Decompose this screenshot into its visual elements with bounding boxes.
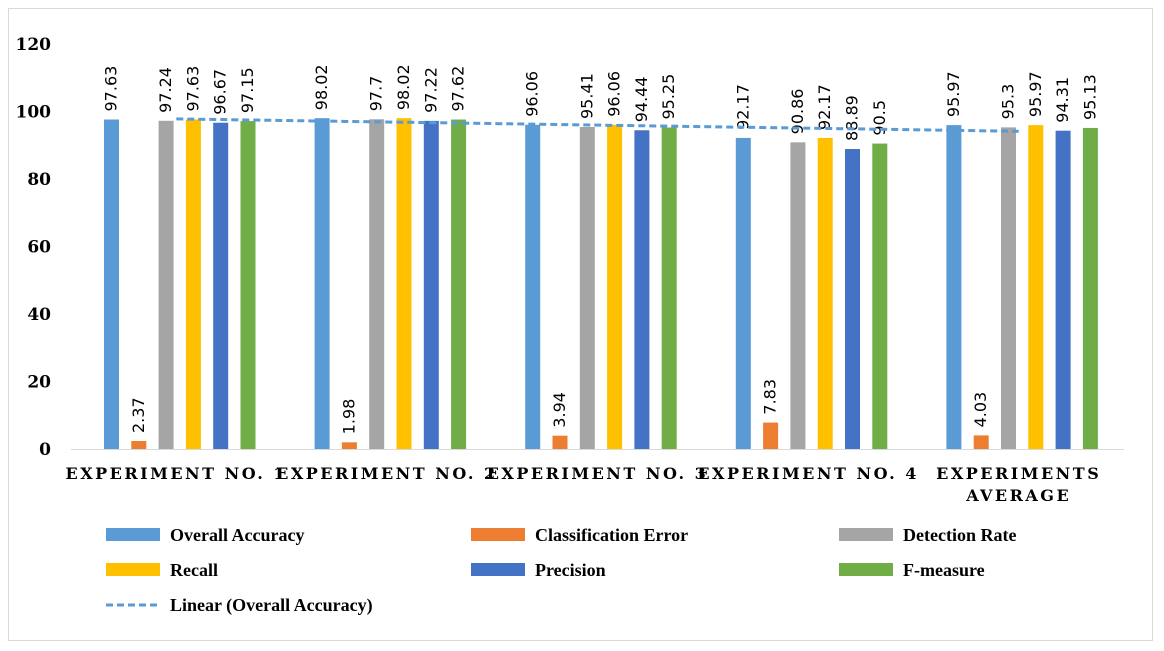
bar <box>396 118 412 450</box>
legend-label: Linear (Overall Accuracy) <box>170 595 373 616</box>
data-label: 97.62 <box>449 66 468 112</box>
bar <box>1001 127 1016 450</box>
data-label: 96.06 <box>605 71 624 117</box>
bar <box>131 441 147 449</box>
x-category-label: EXPERIMENT NO. 4 <box>697 464 919 483</box>
legend-swatch <box>106 563 160 576</box>
legend-swatch <box>106 528 160 541</box>
bar <box>341 442 357 449</box>
bar <box>552 435 568 449</box>
data-label: 97.7 <box>367 76 386 112</box>
bar <box>607 124 623 450</box>
y-tick-label: 0 <box>39 440 51 460</box>
data-label: 95.3 <box>999 84 1018 120</box>
data-label: 94.31 <box>1053 77 1072 123</box>
data-label: 92.17 <box>733 84 752 130</box>
data-label: 95.97 <box>944 71 963 117</box>
data-label: 95.13 <box>1080 74 1099 120</box>
bar <box>845 148 860 449</box>
data-label: 96.06 <box>523 71 542 117</box>
x-category-label: AVERAGE <box>965 486 1071 505</box>
data-label: 90.5 <box>870 100 889 136</box>
bar <box>579 126 595 450</box>
data-label: 96.67 <box>211 69 230 115</box>
bar <box>946 125 962 449</box>
legend-label: Precision <box>535 560 606 580</box>
legend-swatch <box>471 528 525 541</box>
data-label: 98.02 <box>312 64 331 110</box>
legend-label: F-measure <box>903 560 985 580</box>
bar <box>661 127 677 449</box>
y-tick-label: 100 <box>16 103 52 123</box>
x-category-label: EXPERIMENT NO. 1 <box>66 464 288 483</box>
bar <box>790 142 806 449</box>
x-category-label: EXPERIMENT NO. 3 <box>487 464 709 483</box>
bar <box>817 137 833 449</box>
data-label: 88.89 <box>843 95 862 141</box>
bar <box>158 120 174 449</box>
bar <box>185 119 201 449</box>
bar <box>1082 127 1098 449</box>
y-tick-label: 40 <box>27 305 51 325</box>
bar <box>314 118 330 450</box>
legend-swatch <box>471 563 525 576</box>
bar <box>240 121 256 450</box>
data-label: 94.44 <box>632 76 651 122</box>
data-label: 4.03 <box>971 392 990 428</box>
legend-label: Detection Rate <box>903 525 1016 545</box>
data-label: 95.25 <box>659 74 678 120</box>
y-tick-label: 60 <box>27 238 51 258</box>
legend-swatch <box>839 563 893 576</box>
bar <box>369 119 385 449</box>
bar <box>525 124 541 450</box>
bar <box>104 119 119 449</box>
data-label: 95.97 <box>1026 71 1045 117</box>
bar <box>213 122 229 450</box>
data-label: 98.02 <box>394 64 413 110</box>
data-label: 97.22 <box>421 67 440 113</box>
legend-swatch <box>839 528 893 541</box>
bar <box>735 137 751 449</box>
chart-frame: 0 20 40 60 80 100 120 97.63 98.02 96.06 92.17 95.97… <box>8 8 1153 641</box>
x-category-label: EXPERIMENTS <box>936 464 1101 483</box>
legend-label: Overall Accuracy <box>170 525 304 545</box>
x-category-label: EXPERIMENT NO. 2 <box>276 464 498 483</box>
bar <box>872 143 888 449</box>
bar <box>1028 125 1044 449</box>
data-label: 7.83 <box>761 379 780 415</box>
data-label: 97.24 <box>156 67 175 113</box>
data-label: 97.15 <box>238 67 257 113</box>
data-label: 95.41 <box>577 73 596 119</box>
bar <box>1055 130 1071 450</box>
legend-label: Recall <box>170 560 218 580</box>
data-label: 90.86 <box>788 89 807 135</box>
data-label: 92.17 <box>815 84 834 130</box>
trendline <box>176 117 1019 133</box>
y-tick-label: 120 <box>16 35 52 55</box>
data-label: 97.63 <box>102 66 121 112</box>
bar <box>634 130 650 449</box>
data-label: 97.63 <box>183 66 202 112</box>
bar <box>423 120 439 449</box>
bar <box>451 119 467 449</box>
y-tick-label: 80 <box>27 170 51 190</box>
y-tick-label: 20 <box>27 373 51 393</box>
bar <box>763 422 779 449</box>
legend-label: Classification Error <box>535 525 688 545</box>
data-label: 2.37 <box>129 397 148 433</box>
data-label: 1.98 <box>339 399 358 435</box>
bar-chart: 0 20 40 60 80 100 120 97.63 98.02 96.06 92.17 95.97… <box>16 35 1124 616</box>
data-label: 3.94 <box>550 392 569 428</box>
bar <box>973 435 989 449</box>
